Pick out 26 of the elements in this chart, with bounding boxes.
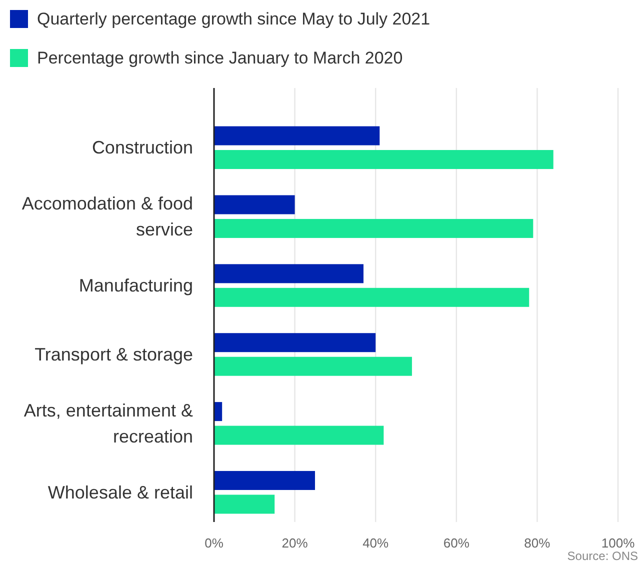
x-tick-label: 20% (282, 536, 308, 550)
bar (214, 426, 384, 445)
bar (214, 150, 554, 170)
y-tick-label: Wholesale & retail (48, 482, 193, 502)
bar (214, 494, 275, 514)
source-note: Source: ONS (567, 549, 638, 563)
bar (214, 264, 364, 284)
y-tick-label: Transport & storage (34, 344, 193, 364)
bar (214, 195, 295, 214)
legend-label: Percentage growth since January to March 2020 (37, 48, 403, 68)
x-tick-label: 0% (204, 536, 224, 550)
x-tick-label: 40% (362, 536, 390, 550)
bar (214, 470, 315, 490)
y-tick-label: Arts, entertainment & recreation (24, 400, 193, 446)
legend-label: Quarterly percentage growth since May to July 2021 (37, 10, 430, 28)
bar (214, 218, 534, 238)
bar (214, 126, 380, 146)
x-tick-label: 80% (524, 536, 551, 550)
x-tick-label: 100% (601, 536, 636, 550)
x-tick-label: 60% (443, 536, 470, 550)
y-tick-label: Accomodation & food service (22, 194, 193, 240)
bar (214, 356, 412, 376)
bar (214, 333, 376, 352)
y-tick-label: Manufacturing (78, 276, 193, 296)
bar (214, 288, 530, 307)
y-tick-label: Construction (92, 138, 193, 158)
